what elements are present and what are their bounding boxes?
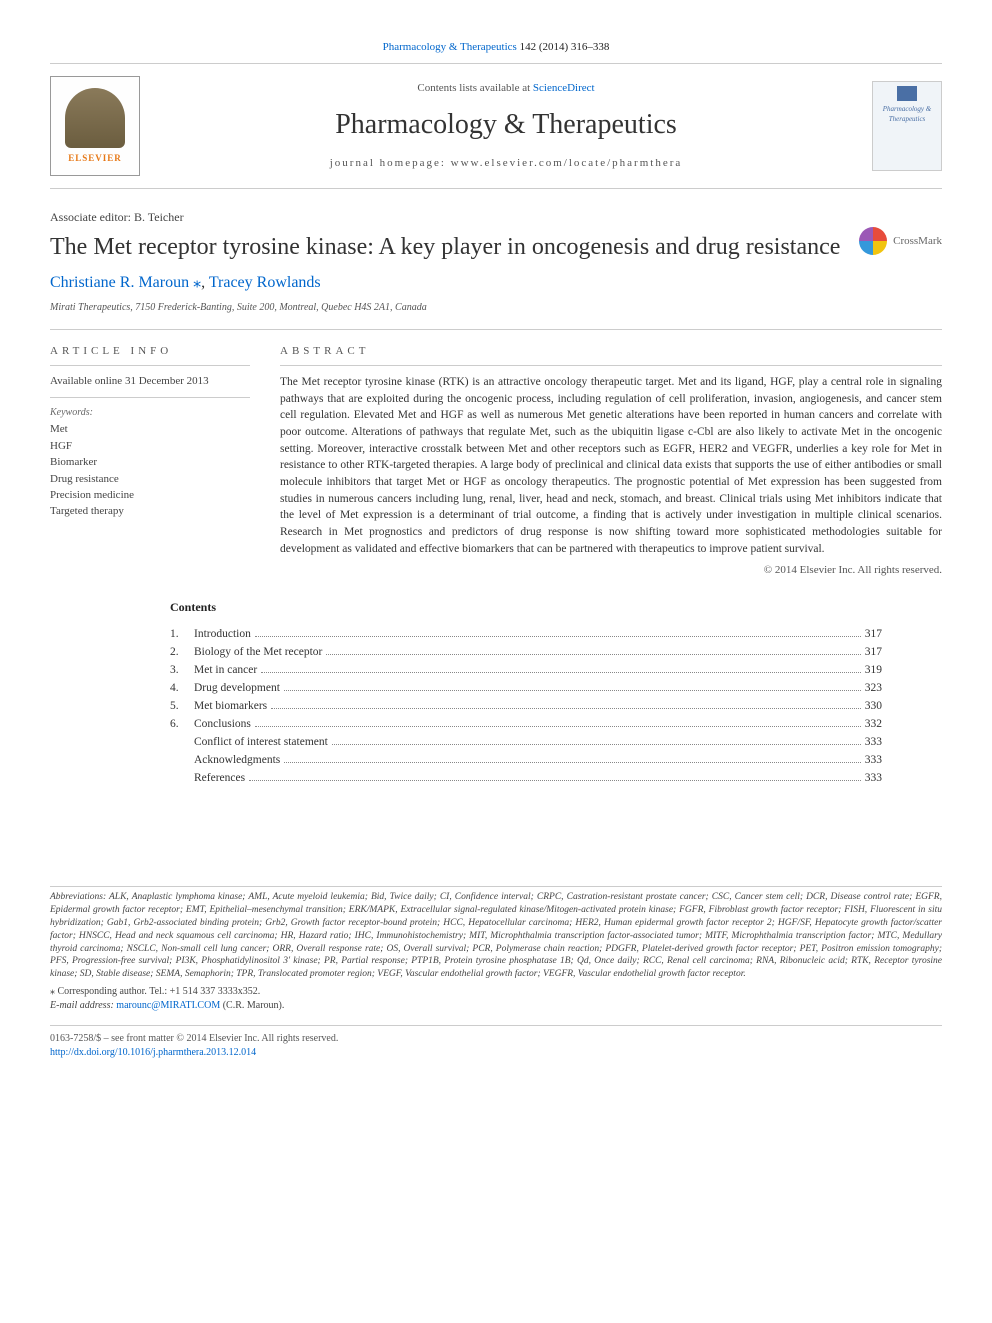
history-date: Available online 31 December 2013 [50,374,250,398]
keyword: HGF [50,439,250,454]
article-info-head: ARTICLE INFO [50,344,250,366]
toc-page: 317 [865,626,882,642]
keyword: Precision medicine [50,488,250,503]
crossmark-badge[interactable]: CrossMark [859,227,942,255]
toc-row[interactable]: 5.Met biomarkers 330 [170,698,882,714]
contents-title: Contents [170,599,882,616]
article-header: Associate editor: B. Teicher The Met rec… [50,209,942,329]
toc-page: 333 [865,752,882,768]
toc-dots [249,780,861,781]
toc-page: 317 [865,644,882,660]
toc-dots [261,672,861,673]
toc-page: 332 [865,716,882,732]
affiliation: Mirati Therapeutics, 7150 Frederick-Bant… [50,301,942,315]
toc-row[interactable]: 3.Met in cancer 319 [170,662,882,678]
elsevier-logo[interactable]: ELSEVIER [50,76,140,176]
toc-label: Biology of the Met receptor [194,644,322,660]
email-who: (C.R. Maroun). [223,1000,285,1011]
toc-page: 323 [865,680,882,696]
toc-dots [255,636,861,637]
sciencedirect-link[interactable]: ScienceDirect [533,82,595,94]
toc-label: Met in cancer [194,662,257,678]
toc-dots [326,654,860,655]
vol-pages: 142 (2014) 316–338 [520,41,610,53]
toc-num: 3. [170,662,194,678]
toc-label: Conflict of interest statement [194,734,328,750]
toc-num: 5. [170,698,194,714]
toc-dots [271,708,861,709]
journal-cover-thumb[interactable]: Pharmacology & Therapeutics [872,81,942,171]
crossmark-label: CrossMark [893,234,942,249]
abstract-head: ABSTRACT [280,344,942,366]
toc-num: 2. [170,644,194,660]
toc-label: Conclusions [194,716,251,732]
toc-page: 333 [865,734,882,750]
front-matter: 0163-7258/$ – see front matter © 2014 El… [50,1032,942,1046]
keyword: Met [50,422,250,437]
toc-row[interactable]: 1.Introduction 317 [170,626,882,642]
abstract-col: ABSTRACT The Met receptor tyrosine kinas… [280,344,942,579]
email-label: E-mail address: [50,1000,114,1011]
journal-link[interactable]: Pharmacology & Therapeutics [383,41,517,53]
article-info-col: ARTICLE INFO Available online 31 Decembe… [50,344,250,579]
toc-num: 1. [170,626,194,642]
toc-label: Introduction [194,626,251,642]
doi-link[interactable]: http://dx.doi.org/10.1016/j.pharmthera.2… [50,1047,256,1058]
toc-row[interactable]: 2.Biology of the Met receptor 317 [170,644,882,660]
toc-row[interactable]: Acknowledgments 333 [170,752,882,768]
toc-label: References [194,770,245,786]
toc-page: 333 [865,770,882,786]
toc-num: 6. [170,716,194,732]
abstract-text: The Met receptor tyrosine kinase (RTK) i… [280,374,942,557]
keywords-head: Keywords: [50,406,250,420]
journal-homepage: journal homepage: www.elsevier.com/locat… [140,156,872,171]
toc-row[interactable]: Conflict of interest statement 333 [170,734,882,750]
article-title: The Met receptor tyrosine kinase: A key … [50,232,942,262]
star-icon: ⁎ [50,986,55,997]
corresponding-author: ⁎ Corresponding author. Tel.: +1 514 337… [50,985,942,1013]
toc-dots [284,762,861,763]
toc-num: 4. [170,680,194,696]
masthead: ELSEVIER Contents lists available at Sci… [50,63,942,189]
copyright: © 2014 Elsevier Inc. All rights reserved… [280,563,942,578]
toc-label: Met biomarkers [194,698,267,714]
abbrev-lead: Abbreviations: [50,892,106,902]
toc-label: Acknowledgments [194,752,280,768]
toc-page: 319 [865,662,882,678]
crossmark-icon [859,227,887,255]
publisher-name: ELSEVIER [68,152,122,165]
authors: Christiane R. Maroun ⁎, Tracey Rowlands [50,272,942,294]
abbreviations: Abbreviations: ALK, Anaplastic lymphoma … [50,886,942,981]
keyword: Targeted therapy [50,504,250,519]
author-link-2[interactable]: Tracey Rowlands [209,274,321,291]
cover-icon [897,86,917,101]
toc-row[interactable]: References 333 [170,770,882,786]
keyword: Biomarker [50,455,250,470]
footer: 0163-7258/$ – see front matter © 2014 El… [50,1025,942,1060]
tree-icon [65,88,125,148]
toc-dots [284,690,861,691]
toc-row[interactable]: 4.Drug development 323 [170,680,882,696]
email-link[interactable]: marounc@MIRATI.COM [116,1000,220,1011]
table-of-contents: Contents 1.Introduction3172.Biology of t… [170,599,882,787]
contents-available: Contents lists available at ScienceDirec… [140,81,872,96]
abbrev-text: ALK, Anaplastic lymphoma kinase; AML, Ac… [50,892,942,979]
toc-dots [332,744,861,745]
toc-page: 330 [865,698,882,714]
cover-title: Pharmacology & Therapeutics [877,105,937,125]
author-link-1[interactable]: Christiane R. Maroun [50,274,189,291]
header-citation: Pharmacology & Therapeutics 142 (2014) 3… [50,40,942,55]
keywords-list: Met HGF Biomarker Drug resistance Precis… [50,422,250,519]
toc-row[interactable]: 6.Conclusions 332 [170,716,882,732]
journal-title: Pharmacology & Therapeutics [140,105,872,144]
corresponding-star-icon[interactable]: ⁎ [193,274,201,291]
associate-editor: Associate editor: B. Teicher [50,209,942,226]
corr-tel: Corresponding author. Tel.: +1 514 337 3… [58,986,261,997]
keyword: Drug resistance [50,472,250,487]
toc-label: Drug development [194,680,280,696]
toc-dots [255,726,861,727]
